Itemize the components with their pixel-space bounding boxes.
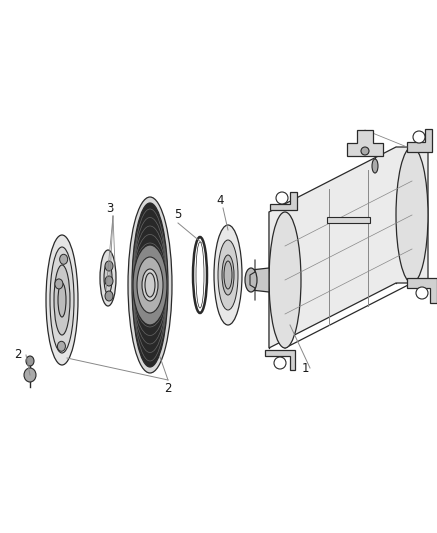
Polygon shape [347,130,383,156]
Text: 5: 5 [174,208,182,222]
Polygon shape [265,350,295,370]
Polygon shape [327,217,370,223]
Ellipse shape [58,283,66,317]
Ellipse shape [222,255,234,295]
Ellipse shape [361,147,369,155]
Ellipse shape [269,212,301,348]
Ellipse shape [105,276,113,286]
Ellipse shape [50,247,74,353]
Ellipse shape [416,287,428,299]
Ellipse shape [132,203,168,367]
Ellipse shape [105,291,113,301]
Ellipse shape [274,357,286,369]
Ellipse shape [128,197,172,373]
Ellipse shape [245,268,257,292]
Ellipse shape [55,279,63,289]
Text: 1: 1 [301,361,309,375]
Ellipse shape [57,341,66,351]
Ellipse shape [214,225,242,325]
Ellipse shape [137,257,163,313]
Ellipse shape [218,240,238,310]
Text: 4: 4 [216,193,224,206]
Ellipse shape [142,269,158,301]
Text: 3: 3 [106,201,114,214]
Ellipse shape [133,245,167,325]
Ellipse shape [24,368,36,382]
Ellipse shape [26,356,34,366]
Ellipse shape [224,261,232,289]
Ellipse shape [145,273,155,297]
Ellipse shape [413,131,425,143]
Ellipse shape [100,250,116,306]
Polygon shape [407,278,437,303]
Ellipse shape [104,262,112,294]
Text: 2: 2 [164,382,172,394]
Text: 2: 2 [14,349,22,361]
Ellipse shape [46,235,78,365]
Polygon shape [269,147,428,348]
Polygon shape [407,129,432,152]
Ellipse shape [54,265,70,335]
Ellipse shape [105,261,113,271]
Ellipse shape [276,192,288,204]
Ellipse shape [59,254,68,264]
Polygon shape [251,268,269,292]
Polygon shape [270,192,297,210]
Ellipse shape [372,159,378,173]
Ellipse shape [396,147,428,283]
